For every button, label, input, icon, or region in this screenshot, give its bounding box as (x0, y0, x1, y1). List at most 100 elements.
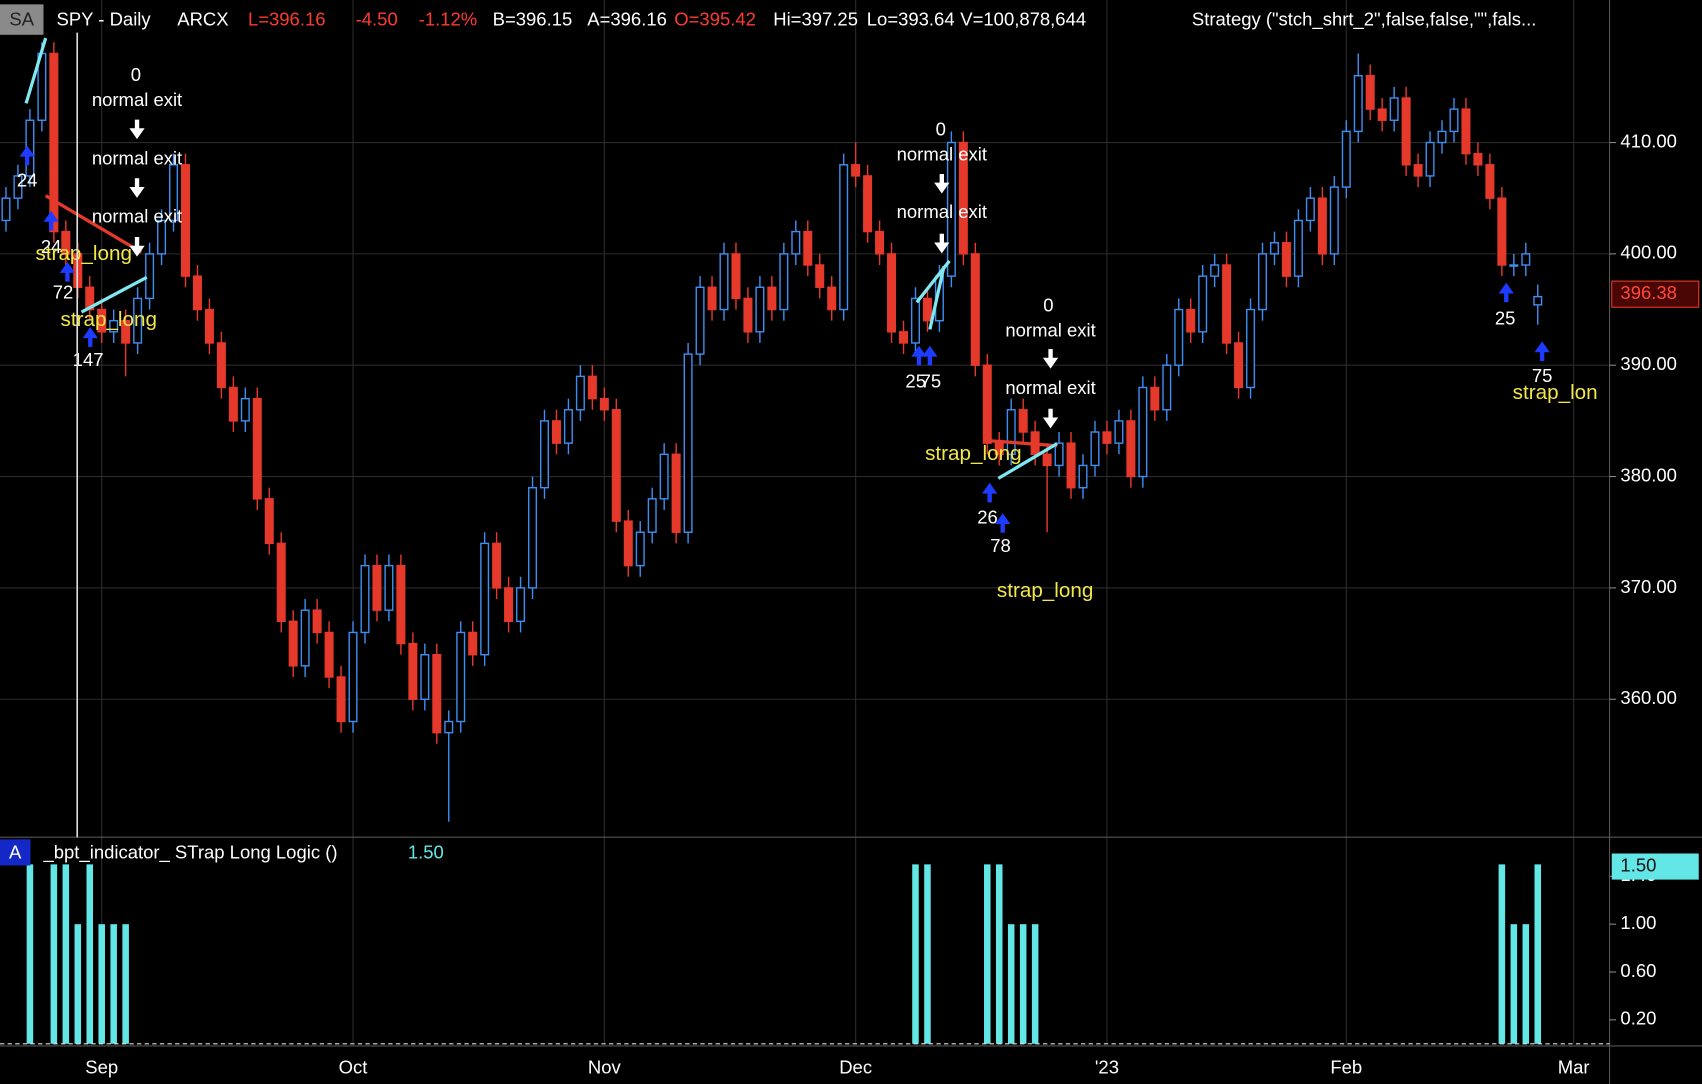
x-tick-label: Sep (85, 1057, 118, 1078)
indicator-bar (1510, 924, 1518, 1044)
annotation: 0 (1043, 294, 1053, 315)
candle-body (539, 420, 550, 489)
candle-body (1425, 141, 1435, 177)
header-item: -4.50 (356, 9, 398, 30)
exit-arrow (129, 237, 145, 257)
candle-body (336, 676, 346, 723)
candle-body (1042, 453, 1052, 467)
header-item: -1.12% (419, 9, 478, 30)
candle-body (516, 587, 526, 623)
indicator-badge: A (9, 841, 22, 862)
candle-body (551, 420, 561, 444)
x-tick-label: Nov (588, 1057, 622, 1078)
annotation: 25 (1495, 308, 1516, 329)
annotation: 78 (990, 535, 1011, 556)
candle-body (169, 164, 179, 222)
candle-body (1365, 75, 1375, 110)
y-tick-label: 410.00 (1620, 130, 1677, 151)
candle-body (887, 253, 897, 333)
candle-body (300, 609, 310, 667)
candle-body (731, 253, 741, 300)
candle-body (97, 308, 107, 333)
candle-body (468, 631, 478, 656)
candle-body (145, 253, 155, 300)
candle-body (252, 397, 262, 500)
candle-body (192, 275, 202, 311)
annotation: 75 (921, 371, 942, 392)
candle-body (647, 498, 657, 533)
header: SPY - Daily ARCX L=396.16 -4.50 -1.12% B=396.… (57, 9, 1537, 31)
annotation: normal exit (92, 205, 182, 226)
indicator-title: _bpt_indicator_ STrap Long Logic () (43, 841, 338, 863)
indicator-bar (26, 864, 34, 1044)
candle-body (1162, 364, 1172, 411)
annotation: 24 (17, 169, 38, 190)
indicator-bar (912, 864, 919, 1044)
candle-body (994, 442, 1004, 455)
candle-body (133, 297, 143, 344)
y-tick-label: 370.00 (1620, 576, 1677, 597)
entry-arrow (982, 482, 998, 503)
exit-arrow (129, 178, 145, 198)
candle-body (898, 331, 909, 344)
x-tick-label: '23 (1095, 1057, 1119, 1078)
candle-body (958, 141, 968, 255)
candle-body (432, 654, 442, 734)
y-tick-label: 400.00 (1620, 242, 1677, 263)
candle-body (1138, 386, 1148, 478)
exit-arrow (1042, 349, 1059, 369)
candle-body (396, 564, 406, 645)
header-item: SPY - Daily (57, 9, 152, 30)
candle-body (1413, 164, 1423, 177)
x-tick-label: Dec (839, 1057, 872, 1078)
candle-body (767, 286, 777, 311)
y-tick-label: 380.00 (1620, 464, 1677, 485)
candle-body (1078, 464, 1088, 489)
candle-body (599, 397, 609, 411)
annotation: normal exit (1005, 319, 1095, 340)
candle-body (659, 453, 669, 500)
candle-body (719, 253, 729, 311)
annotation: 25 (905, 371, 926, 392)
header-item: Lo=393.64 (867, 9, 955, 30)
candle-body (827, 286, 837, 311)
candle-body (982, 364, 992, 444)
header-item: Strategy ("stch_shrt_2",false,false,"",f… (1192, 9, 1536, 31)
candle-body (372, 564, 382, 611)
candle-body (1234, 342, 1244, 389)
entry-arrow (59, 262, 76, 282)
candle-body (1066, 442, 1076, 489)
exit-arrow (129, 119, 145, 140)
entry-arrow (922, 345, 938, 366)
candle-body (1210, 264, 1220, 277)
candle-body (240, 397, 250, 422)
indicator-bar (86, 864, 94, 1044)
candle-body (1246, 308, 1256, 389)
candle-body (420, 654, 430, 700)
candle-body (1114, 420, 1124, 444)
candle-body (204, 308, 214, 344)
trade-line (24, 37, 48, 104)
candle-body (288, 620, 298, 667)
candle-body (348, 631, 358, 723)
entry-arrow (19, 145, 35, 166)
indicator-bar (74, 924, 82, 1044)
candle-body (264, 498, 274, 545)
candle-body (1341, 130, 1351, 188)
candle-body (1329, 186, 1339, 255)
annotation: normal exit (92, 148, 182, 169)
axes: Sep Oct Nov Dec '23 Feb Mar 360.00 370.00 380.00 3… (85, 130, 1700, 1078)
last-price-label: 396.38 (1620, 282, 1677, 303)
indicator-bar (1534, 864, 1542, 1044)
candle-body (563, 409, 573, 444)
candle-body (480, 542, 490, 656)
indicator-bar (62, 864, 70, 1044)
candle-body (1018, 409, 1028, 433)
indicator-bar (924, 864, 931, 1044)
candle-body (1054, 442, 1064, 467)
annotation: 147 (73, 349, 104, 370)
candle-body (1497, 197, 1507, 266)
candle-body (815, 264, 825, 288)
